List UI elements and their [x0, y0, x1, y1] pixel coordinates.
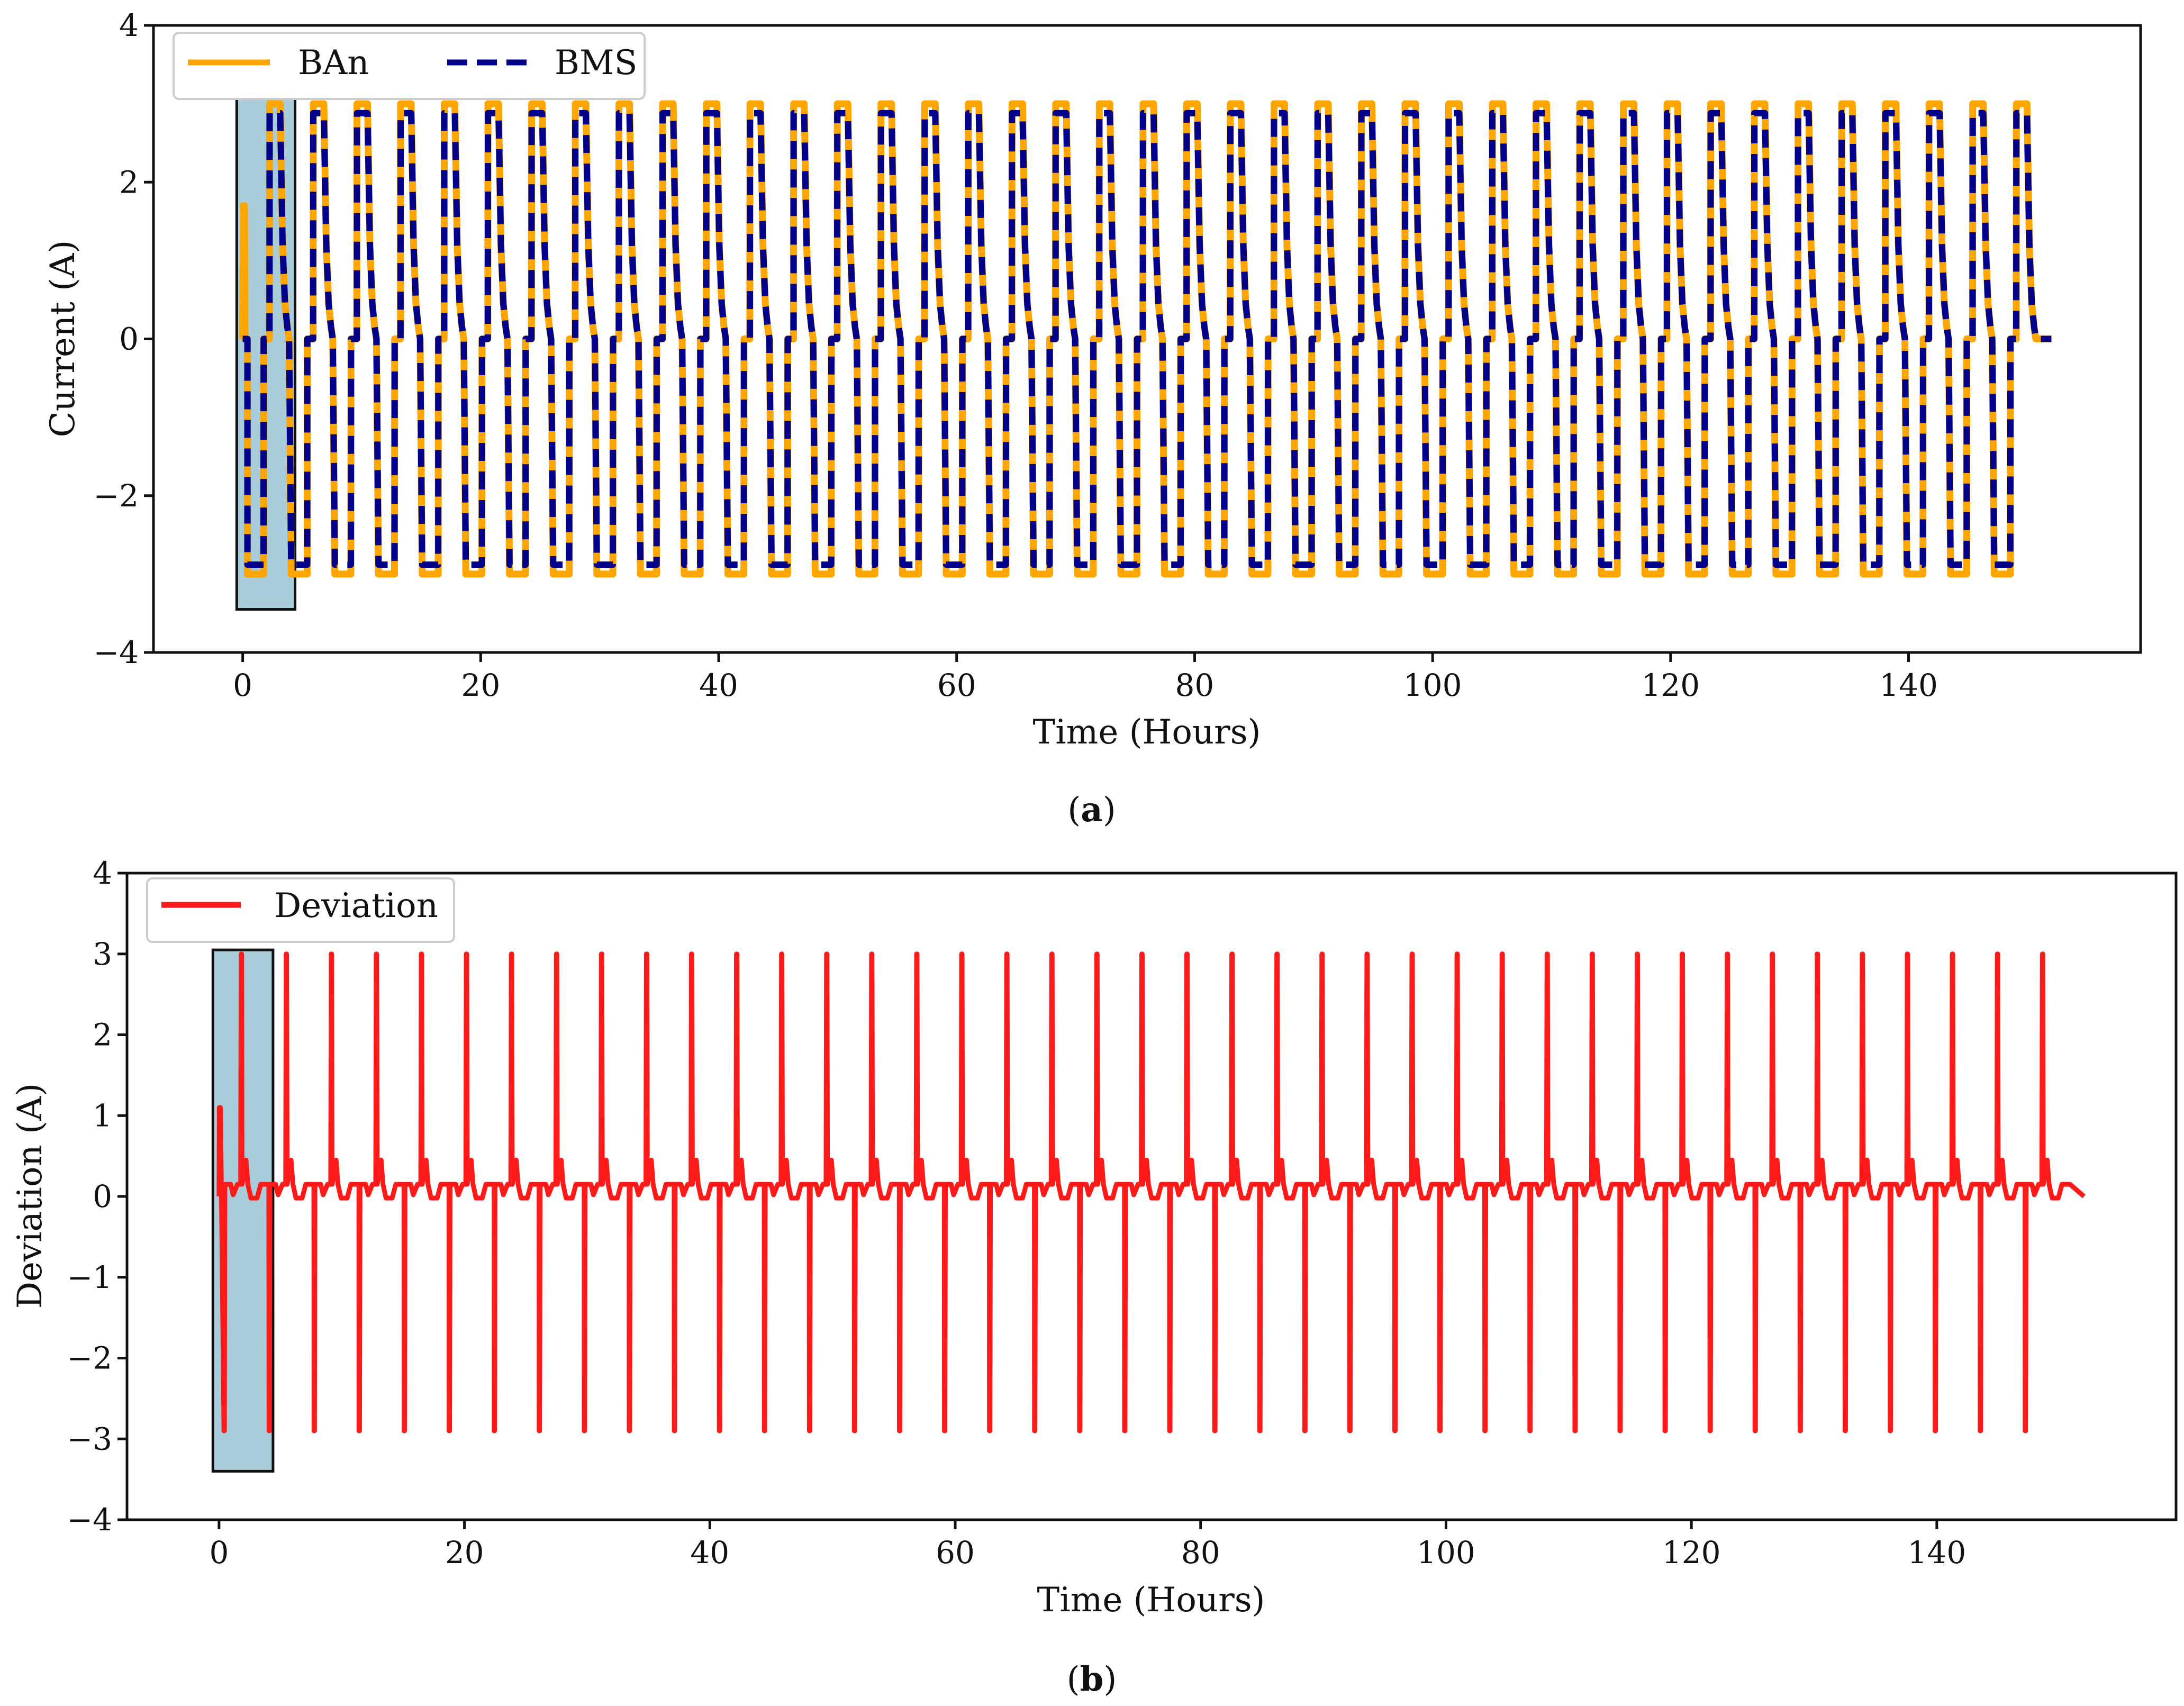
y-tick-label: 4: [93, 855, 112, 891]
panel-a-legend: BAn BMS: [173, 32, 646, 100]
panel-b-series-group: [216, 951, 2086, 1433]
panel-a-legend-box: [173, 32, 646, 100]
series-bms-line: [242, 110, 2052, 568]
legend-deviation-label: Deviation: [274, 886, 438, 925]
x-tick-label: 80: [1181, 1535, 1220, 1571]
panel-b-x-axis-title: Time (Hours): [1037, 1581, 1265, 1620]
panel-b-x-axis: 0 20 40 60 80 100 120 140: [209, 1520, 1966, 1571]
y-tick-label: −4: [67, 1502, 113, 1538]
y-tick-label: 1: [93, 1097, 112, 1133]
x-tick-label: 80: [1175, 667, 1215, 703]
panel-a-y-axis-title: Current (A): [43, 240, 83, 438]
panel-b-y-axis-title: Deviation (A): [11, 1083, 50, 1309]
panel-a-caption: (a): [1067, 790, 1116, 830]
y-tick-label: −3: [67, 1421, 113, 1457]
x-tick-label: 40: [699, 667, 738, 703]
panel-b-legend-box: [146, 877, 455, 943]
panel-a-series-group: [239, 100, 2052, 578]
x-tick-label: 60: [936, 1535, 975, 1571]
panel-b-caption: (b): [1067, 1659, 1117, 1699]
panel-a-x-axis: 0 20 40 60 80 100 120 140: [233, 652, 1938, 703]
x-tick-label: 100: [1403, 667, 1462, 703]
y-tick-label: −1: [67, 1259, 113, 1295]
x-tick-label: 120: [1662, 1535, 1721, 1571]
y-tick-label: 0: [93, 1178, 112, 1214]
x-tick-label: 140: [1908, 1535, 1966, 1571]
x-tick-label: 100: [1417, 1535, 1475, 1571]
x-tick-label: 20: [461, 667, 500, 703]
panel-a-x-axis-title: Time (Hours): [1033, 713, 1261, 752]
y-tick-label: 3: [93, 936, 112, 972]
series-deviation-line: [216, 951, 2086, 1433]
y-tick-label: 4: [119, 7, 139, 43]
y-tick-label: 2: [119, 164, 139, 200]
panel-a-caption-label: a: [1081, 790, 1102, 830]
panel-a-y-axis: −4 −2 0 2 4: [94, 7, 153, 670]
y-tick-label: −4: [94, 634, 139, 670]
legend-bms-label: BMS: [555, 43, 637, 83]
x-tick-label: 140: [1879, 667, 1938, 703]
legend-ban-label: BAn: [298, 43, 369, 83]
x-tick-label: 20: [445, 1535, 484, 1571]
x-tick-label: 40: [690, 1535, 729, 1571]
y-tick-label: 0: [119, 321, 139, 357]
panel-b-legend: Deviation: [146, 877, 455, 943]
x-tick-label: 60: [937, 667, 976, 703]
x-tick-label: 120: [1641, 667, 1700, 703]
y-tick-label: −2: [94, 478, 139, 514]
panel-b-deviation: −4 −3 −2 −1 0 1 2 3 4 0 20 40 60 80 100 120 140 Time (H…: [11, 855, 2178, 1699]
x-tick-label: 0: [233, 667, 252, 703]
x-tick-label: 0: [209, 1535, 229, 1571]
panel-b-y-axis: −4 −3 −2 −1 0 1 2 3 4: [67, 855, 127, 1538]
panel-b-caption-label: b: [1080, 1659, 1104, 1699]
y-tick-label: −2: [67, 1340, 113, 1376]
y-tick-label: 2: [93, 1017, 112, 1053]
